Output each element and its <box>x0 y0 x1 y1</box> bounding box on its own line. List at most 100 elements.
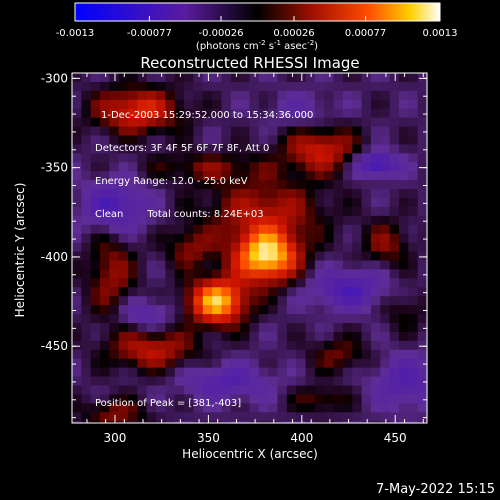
heatmap-cell <box>398 323 409 333</box>
heatmap-cell <box>146 242 157 253</box>
heatmap-cell <box>408 180 419 190</box>
heatmap-cell <box>109 340 120 351</box>
heatmap-cell <box>109 260 120 271</box>
heatmap-cell <box>81 117 92 128</box>
heatmap-cell <box>81 153 92 163</box>
heatmap-cell <box>370 233 381 244</box>
heatmap-cell <box>137 81 148 92</box>
heatmap-cell <box>286 198 297 208</box>
heatmap-cell <box>268 278 279 288</box>
heatmap-cell <box>212 117 223 128</box>
heatmap-cell <box>380 135 391 146</box>
heatmap-cell <box>184 251 195 262</box>
heatmap-cell <box>352 376 363 387</box>
heatmap-cell <box>81 331 92 342</box>
heatmap-cell <box>128 260 138 271</box>
heatmap-cell <box>165 331 176 342</box>
heatmap-cell <box>109 323 120 333</box>
heatmap-cell <box>268 90 279 101</box>
heatmap-cell <box>352 340 363 351</box>
heatmap-cell <box>174 81 185 92</box>
heatmap-cell <box>296 215 307 226</box>
heatmap-cell <box>305 367 316 378</box>
heatmap-cell <box>398 189 409 199</box>
heatmap-cell <box>118 323 129 333</box>
heatmap-cell <box>389 180 400 190</box>
heatmap-cell <box>380 412 391 422</box>
heatmap-cell <box>100 376 110 387</box>
heatmap-cell <box>268 358 279 369</box>
heatmap-cell <box>370 198 381 208</box>
heatmap-cell <box>314 269 325 279</box>
heatmap-cell <box>184 126 195 137</box>
heatmap-cell <box>333 394 344 404</box>
heatmap-cell <box>333 376 344 387</box>
heatmap-cell <box>268 198 279 208</box>
heatmap-cell <box>314 358 325 369</box>
heatmap-cell <box>184 323 195 333</box>
heatmap-cell <box>193 260 204 271</box>
heatmap-cell <box>146 224 157 235</box>
heatmap-cell <box>324 358 335 369</box>
heatmap-cell <box>118 81 129 92</box>
heatmap-cell <box>230 421 241 424</box>
heatmap-cell <box>286 340 297 351</box>
heatmap-cell <box>296 331 307 342</box>
heatmap-cell <box>314 90 325 101</box>
heatmap-cell <box>137 189 148 199</box>
heatmap-cell <box>221 126 232 137</box>
heatmap-cell <box>221 305 232 315</box>
heatmap-cell <box>90 198 101 208</box>
heatmap-cell <box>268 215 279 226</box>
heatmap-cell <box>81 206 92 217</box>
heatmap-cell <box>240 162 251 172</box>
heatmap-cell <box>156 233 167 244</box>
heatmap-cell <box>81 421 92 424</box>
heatmap-cell <box>202 171 213 181</box>
heatmap-cell <box>165 99 176 110</box>
heatmap-cell <box>156 81 167 92</box>
heatmap-cell <box>268 394 279 404</box>
heatmap-cell <box>258 421 269 424</box>
heatmap-cell <box>72 394 82 404</box>
heatmap-cell <box>128 367 138 378</box>
heatmap-cell <box>165 323 176 333</box>
heatmap-cell <box>230 287 241 297</box>
heatmap-cell <box>258 126 269 137</box>
heatmap-cell <box>268 331 279 342</box>
heatmap-cell <box>342 251 353 262</box>
heatmap-cell <box>305 180 316 190</box>
heatmap-cell <box>342 394 353 404</box>
heatmap-cell <box>212 367 223 378</box>
heatmap-cell <box>193 171 204 181</box>
heatmap-cell <box>380 108 391 119</box>
heatmap-cell <box>408 296 419 306</box>
heatmap-cell <box>109 126 120 137</box>
heatmap-cell <box>174 251 185 262</box>
heatmap-cell <box>305 171 316 181</box>
heatmap-cell <box>137 117 148 128</box>
heatmap-cell <box>156 135 167 146</box>
heatmap-cell <box>118 269 129 279</box>
heatmap-cell <box>100 198 110 208</box>
heatmap-cell <box>230 117 241 128</box>
heatmap-cell <box>174 305 185 315</box>
heatmap-cell <box>109 394 120 404</box>
heatmap-cell <box>90 394 101 404</box>
heatmap-cell <box>156 260 167 271</box>
heatmap-cell <box>361 198 372 208</box>
heatmap-cell <box>342 296 353 306</box>
heatmap-cell <box>221 314 232 324</box>
heatmap-cell <box>72 269 82 279</box>
heatmap-cell <box>342 126 353 137</box>
heatmap-cell <box>212 358 223 369</box>
heatmap-cell <box>398 403 409 413</box>
heatmap-cell <box>370 215 381 226</box>
heatmap-cell <box>277 224 288 235</box>
heatmap-cell <box>90 296 101 306</box>
heatmap-cell <box>333 331 344 342</box>
heatmap-cell <box>268 269 279 279</box>
heatmap-cell <box>202 394 213 404</box>
heatmap-cell <box>408 162 419 172</box>
heatmap-cell <box>342 171 353 181</box>
